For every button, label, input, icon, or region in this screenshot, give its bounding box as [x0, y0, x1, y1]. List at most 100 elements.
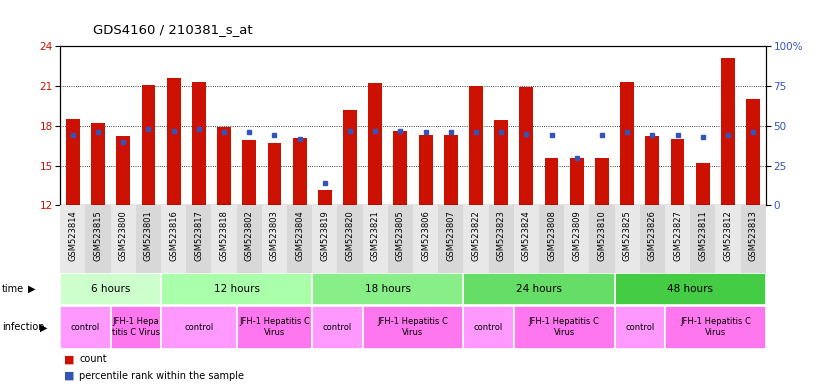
Bar [161, 205, 186, 273]
Bar [262, 205, 287, 273]
Text: GSM523807: GSM523807 [446, 210, 455, 261]
Text: GSM523825: GSM523825 [623, 210, 632, 261]
Bar [695, 163, 710, 205]
Bar [463, 306, 514, 349]
Text: control: control [184, 323, 213, 332]
Text: GSM523827: GSM523827 [673, 210, 682, 261]
Bar [514, 306, 615, 349]
Bar [161, 306, 237, 349]
Text: ■: ■ [64, 354, 75, 364]
Bar [338, 205, 363, 273]
Text: JFH-1 Hepatitis C
Virus: JFH-1 Hepatitis C Virus [239, 317, 310, 338]
Bar [715, 205, 740, 273]
Bar [746, 99, 760, 205]
Bar [690, 205, 715, 273]
Text: JFH-1 Hepatitis C
Virus: JFH-1 Hepatitis C Virus [680, 317, 751, 338]
Bar [645, 136, 659, 205]
Bar [312, 273, 463, 305]
Bar [312, 306, 363, 349]
Bar [217, 127, 231, 205]
Text: GSM523802: GSM523802 [244, 210, 254, 261]
Text: 24 hours: 24 hours [516, 284, 562, 294]
Bar [66, 119, 80, 205]
Bar [211, 205, 237, 273]
Text: ▶: ▶ [40, 322, 47, 333]
Bar [60, 205, 85, 273]
Text: control: control [71, 323, 100, 332]
Text: JFH-1 Hepatitis C
Virus: JFH-1 Hepatitis C Virus [377, 317, 449, 338]
Bar [111, 205, 135, 273]
Bar [242, 141, 256, 205]
Bar [615, 205, 639, 273]
Bar [639, 205, 665, 273]
Text: GSM523817: GSM523817 [194, 210, 203, 261]
Text: GSM523811: GSM523811 [698, 210, 707, 261]
Bar [60, 273, 161, 305]
Bar [494, 121, 508, 205]
Text: GSM523809: GSM523809 [572, 210, 582, 261]
Bar [388, 205, 413, 273]
Bar [237, 306, 312, 349]
Bar [564, 205, 589, 273]
Text: GSM523815: GSM523815 [93, 210, 102, 261]
Text: GSM523826: GSM523826 [648, 210, 657, 261]
Bar [615, 273, 766, 305]
Text: time: time [2, 284, 24, 294]
Bar [111, 306, 161, 349]
Bar [268, 143, 282, 205]
Bar [539, 205, 564, 273]
Text: GSM523824: GSM523824 [522, 210, 531, 261]
Text: JFH-1 Hepatitis C
Virus: JFH-1 Hepatitis C Virus [529, 317, 600, 338]
Text: 6 hours: 6 hours [91, 284, 131, 294]
Bar [60, 306, 111, 349]
Text: GSM523820: GSM523820 [345, 210, 354, 261]
Bar [419, 135, 433, 205]
Text: control: control [625, 323, 654, 332]
Bar [91, 123, 105, 205]
Bar [312, 205, 337, 273]
Text: control: control [323, 323, 352, 332]
Text: GSM523808: GSM523808 [547, 210, 556, 261]
Bar [413, 205, 438, 273]
Bar [665, 205, 690, 273]
Text: GSM523823: GSM523823 [496, 210, 506, 261]
Text: GSM523812: GSM523812 [724, 210, 733, 261]
Bar [287, 205, 312, 273]
Bar [488, 205, 514, 273]
Bar [671, 139, 685, 205]
Text: GSM523819: GSM523819 [320, 210, 330, 261]
Text: count: count [79, 354, 107, 364]
Bar [721, 58, 735, 205]
Text: 12 hours: 12 hours [214, 284, 259, 294]
Bar [544, 158, 558, 205]
Bar [85, 205, 111, 273]
Bar [318, 190, 332, 205]
Bar [393, 131, 407, 205]
Bar [343, 110, 357, 205]
Text: GSM523801: GSM523801 [144, 210, 153, 261]
Bar [595, 158, 609, 205]
Text: GSM523821: GSM523821 [371, 210, 380, 261]
Text: 18 hours: 18 hours [365, 284, 411, 294]
Text: GSM523816: GSM523816 [169, 210, 178, 261]
Bar [186, 205, 211, 273]
Bar [620, 82, 634, 205]
Bar [615, 306, 665, 349]
Text: GSM523822: GSM523822 [472, 210, 481, 261]
Text: ■: ■ [64, 371, 75, 381]
Bar [520, 87, 534, 205]
Text: GSM523804: GSM523804 [295, 210, 304, 261]
Bar [116, 136, 131, 205]
Text: GSM523805: GSM523805 [396, 210, 405, 261]
Text: GSM523803: GSM523803 [270, 210, 279, 261]
Text: GSM523814: GSM523814 [69, 210, 78, 261]
Bar [368, 83, 382, 205]
Bar [141, 84, 155, 205]
Bar [444, 135, 458, 205]
Bar [740, 205, 766, 273]
Bar [463, 205, 488, 273]
Text: control: control [474, 323, 503, 332]
Text: GSM523810: GSM523810 [597, 210, 606, 261]
Text: 48 hours: 48 hours [667, 284, 713, 294]
Text: ▶: ▶ [28, 284, 36, 294]
